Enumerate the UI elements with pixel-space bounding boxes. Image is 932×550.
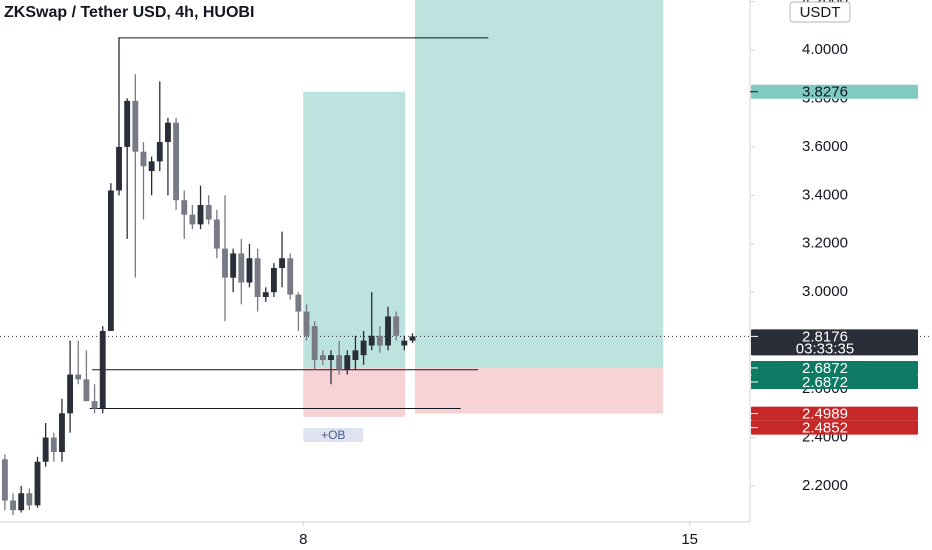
y-tick-label: 3.4000	[802, 186, 848, 203]
price-label: 3.8276	[802, 84, 848, 101]
candle-body	[401, 340, 408, 346]
annotation: +OB	[321, 428, 345, 442]
candle-body	[18, 493, 25, 511]
currency-label[interactable]: USDT	[800, 4, 841, 21]
candle-body	[165, 122, 171, 143]
candle-body	[10, 500, 16, 511]
candle-body	[42, 437, 49, 462]
candle-body	[295, 294, 302, 312]
candle-body	[124, 100, 131, 147]
y-tick-label: 3.0000	[802, 283, 848, 300]
candle-body	[409, 336, 416, 341]
candle-body	[352, 350, 359, 361]
loss-zone	[414, 367, 664, 414]
candle-body	[311, 326, 318, 361]
candle-body	[1, 459, 8, 501]
candle-body	[254, 258, 261, 298]
loss-zone	[303, 367, 406, 417]
candle-body	[376, 335, 383, 346]
candle-body	[287, 258, 294, 295]
candle-body	[213, 219, 220, 249]
candle-body	[238, 253, 245, 283]
candle-body	[34, 461, 41, 506]
candles	[1, 37, 416, 516]
candle-body	[303, 311, 310, 336]
candle-body	[393, 316, 400, 336]
candle-body	[50, 437, 57, 453]
candle-body	[319, 355, 326, 361]
candle-body	[116, 146, 122, 191]
candle-body	[368, 335, 375, 346]
candle-body	[99, 330, 106, 409]
price-label: 2.6872	[802, 374, 848, 391]
currency-button[interactable]	[789, 1, 851, 23]
candle-body	[360, 340, 367, 356]
candle-body	[385, 316, 391, 346]
candle-body	[270, 267, 277, 293]
candle-body	[26, 493, 33, 506]
price-label: 2.6872	[802, 360, 848, 377]
candle-body	[262, 292, 269, 298]
price-label-bg	[751, 374, 918, 389]
chart-title: ZKSwap / Tether USD, 4h, HUOBI	[4, 4, 254, 21]
candle-body	[328, 355, 334, 361]
candle-body	[107, 190, 114, 331]
price-label-bg	[751, 420, 918, 435]
candle-body	[181, 200, 188, 215]
candle-body	[91, 401, 98, 409]
annotation-bg	[303, 428, 364, 442]
candle-body	[59, 413, 65, 453]
price-label: 2.4989	[802, 406, 848, 423]
y-tick-label: 3.6000	[802, 138, 848, 155]
x-tick-label: 15	[681, 531, 698, 548]
candle-body	[222, 248, 228, 278]
x-tick-label: 8	[299, 531, 307, 548]
price-label-bg	[751, 360, 918, 375]
candle-body	[132, 100, 139, 152]
price-label-bg	[751, 329, 918, 356]
y-tick-label: 2.2000	[802, 477, 848, 494]
candle-body	[67, 374, 74, 414]
price-countdown: 03:33:35	[796, 340, 854, 357]
candle-body	[148, 161, 155, 172]
candle-body	[140, 151, 147, 167]
candle-body	[83, 379, 90, 402]
plot-background	[0, 0, 930, 442]
y-tick-label: 3.2000	[802, 235, 848, 252]
price-label: 2.8176	[802, 328, 848, 345]
candle-body	[205, 205, 212, 220]
candle-body	[336, 355, 343, 370]
candle-body	[279, 258, 285, 268]
candle-body	[197, 205, 204, 225]
candle-body	[173, 122, 180, 201]
candle-body	[156, 142, 163, 162]
candle-body	[75, 374, 82, 380]
candle-body	[344, 355, 351, 370]
price-label-bg	[751, 84, 918, 99]
price-label-bg	[751, 406, 918, 421]
price-label: 2.4852	[802, 420, 848, 437]
y-tick-label: 4.0000	[802, 41, 848, 58]
candle-body	[189, 214, 196, 225]
profit-zone	[414, 0, 664, 368]
candle-body	[246, 258, 253, 283]
candle-body	[230, 253, 237, 278]
